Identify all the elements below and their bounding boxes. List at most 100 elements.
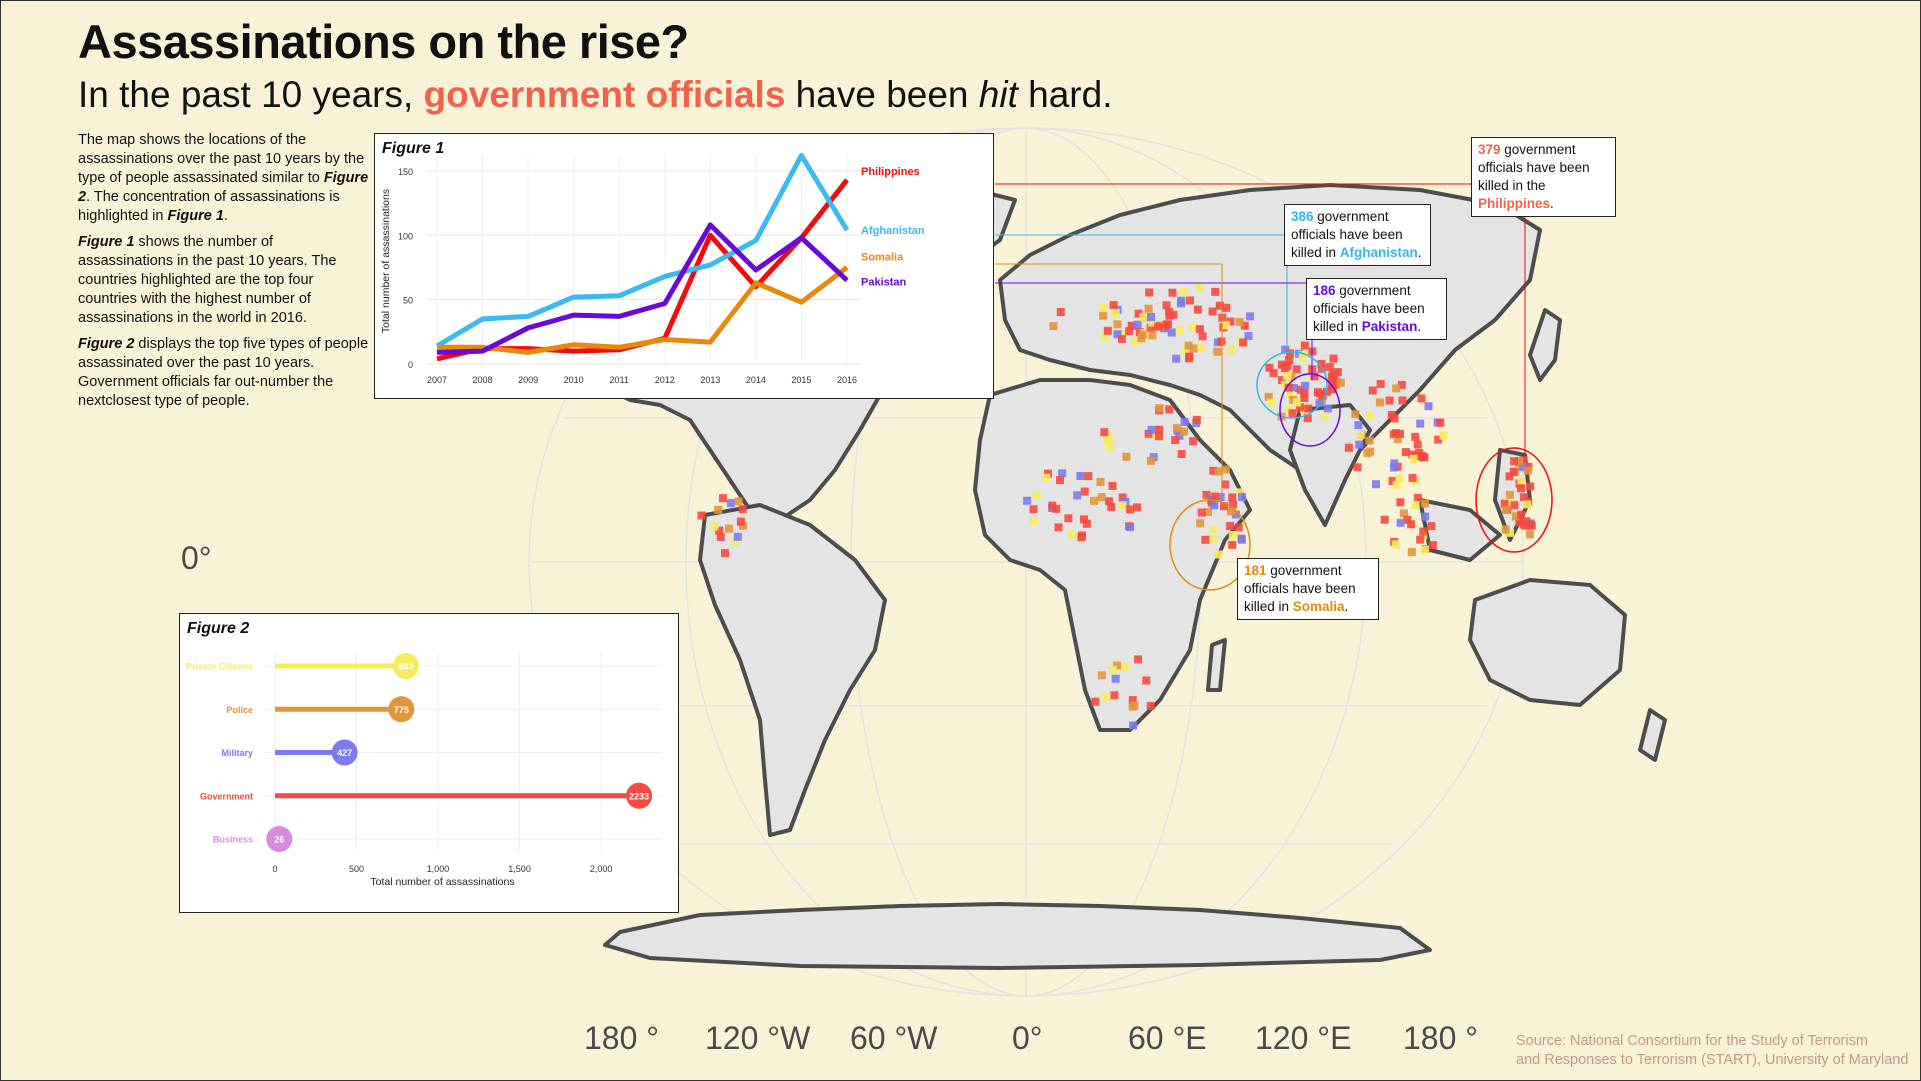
longitude-label-180e: 180 ° xyxy=(1403,1020,1479,1056)
intro-text: The map shows the locations of the assas… xyxy=(78,131,370,418)
fig1-series-line xyxy=(437,265,849,355)
event-marker xyxy=(1286,391,1295,399)
event-marker xyxy=(1172,424,1181,433)
event-marker xyxy=(1103,326,1112,335)
event-marker xyxy=(1129,721,1138,730)
event-marker xyxy=(1231,510,1240,519)
event-marker xyxy=(1413,440,1422,449)
event-marker xyxy=(1126,505,1135,514)
intro-p1b: Figure 2 xyxy=(78,170,369,205)
intro-paragraph-1: The map shows the locations of the assas… xyxy=(78,131,370,226)
event-marker xyxy=(1147,425,1156,434)
event-marker xyxy=(697,511,706,520)
event-marker xyxy=(1434,435,1443,444)
event-marker xyxy=(1165,405,1174,414)
event-marker xyxy=(1298,351,1307,359)
fig1-series-label: Afghanistan xyxy=(861,225,925,237)
event-marker xyxy=(1100,428,1109,437)
event-marker xyxy=(1416,419,1425,428)
callout-pakistan: 186 government officials have been kille… xyxy=(1306,278,1447,340)
event-marker xyxy=(1130,337,1139,346)
callout-afghanistan-end: . xyxy=(1417,245,1422,260)
event-marker xyxy=(1419,453,1428,462)
event-marker xyxy=(1292,365,1301,374)
event-marker xyxy=(1128,696,1137,705)
event-marker xyxy=(1056,308,1065,317)
event-marker xyxy=(1419,527,1428,536)
event-marker xyxy=(1500,499,1509,508)
fig1-ytick-label: 100 xyxy=(398,231,413,241)
event-marker xyxy=(1510,457,1519,466)
event-marker xyxy=(725,524,733,533)
event-marker xyxy=(1184,341,1193,350)
event-marker xyxy=(1162,320,1171,329)
event-marker xyxy=(1197,508,1206,517)
subtitle-part1: In the past 10 years, xyxy=(78,74,424,115)
fig2-value-label: 2233 xyxy=(629,791,649,801)
event-marker xyxy=(1333,368,1342,377)
event-marker xyxy=(1407,520,1416,529)
event-marker xyxy=(1175,431,1184,440)
event-marker xyxy=(1246,312,1255,321)
event-marker xyxy=(1408,450,1417,459)
event-marker xyxy=(1221,480,1230,489)
event-marker xyxy=(1193,305,1202,314)
event-marker xyxy=(1133,320,1142,329)
event-marker xyxy=(1238,493,1247,502)
event-marker xyxy=(1355,440,1364,449)
event-marker xyxy=(1421,512,1430,521)
event-marker xyxy=(1125,327,1134,335)
event-marker xyxy=(1177,296,1186,305)
fig2-xtick-label: 1,000 xyxy=(427,864,450,874)
event-marker xyxy=(1109,301,1118,310)
event-marker xyxy=(1113,320,1122,329)
event-marker xyxy=(1198,332,1207,341)
event-marker xyxy=(1080,487,1089,496)
event-marker xyxy=(1269,369,1278,378)
event-marker xyxy=(1148,318,1157,327)
event-marker xyxy=(1323,404,1332,413)
antarctica xyxy=(603,902,1432,970)
event-marker xyxy=(1117,335,1126,343)
assassination-markers xyxy=(697,282,1536,730)
event-marker xyxy=(1527,521,1536,530)
event-marker xyxy=(1395,474,1404,483)
page-subtitle: In the past 10 years, government officia… xyxy=(78,74,1113,116)
event-marker xyxy=(1201,535,1210,544)
event-marker xyxy=(1226,317,1235,326)
event-marker xyxy=(1181,346,1190,355)
callout-philippines: 379 government officials have been kille… xyxy=(1471,137,1616,217)
callout-pakistan-country: Pakistan xyxy=(1361,319,1418,334)
longitude-label-0: 0° xyxy=(1012,1020,1043,1056)
callout-afghanistan-line3: killed in xyxy=(1291,245,1340,260)
event-marker xyxy=(1103,437,1112,446)
event-marker xyxy=(1509,468,1518,476)
event-marker xyxy=(1107,503,1116,512)
event-marker xyxy=(1210,501,1219,510)
intro-p1c: . The concentration of assassinations is… xyxy=(78,189,340,224)
event-marker xyxy=(1076,472,1085,480)
event-marker xyxy=(719,494,727,503)
event-marker xyxy=(1329,370,1338,379)
event-marker xyxy=(1214,467,1223,476)
callout-pakistan-end: . xyxy=(1417,319,1422,334)
event-marker xyxy=(1228,540,1237,549)
event-marker xyxy=(1111,308,1120,317)
event-marker xyxy=(1227,507,1236,516)
event-marker xyxy=(1505,472,1514,481)
event-marker xyxy=(1515,518,1524,527)
event-marker xyxy=(1351,410,1360,419)
event-marker xyxy=(1208,307,1217,316)
event-marker xyxy=(1214,550,1223,559)
india xyxy=(1288,403,1372,527)
figure-2-panel: Figure 2 0 500 1,000 1,500 2,000 Total number… xyxy=(179,613,679,913)
event-marker xyxy=(1372,480,1380,489)
event-marker xyxy=(1171,436,1180,445)
event-marker xyxy=(1283,362,1292,371)
event-marker xyxy=(1209,466,1218,475)
event-marker xyxy=(1368,386,1377,395)
event-marker xyxy=(1301,381,1310,390)
event-marker xyxy=(1303,414,1312,423)
event-marker xyxy=(1118,501,1127,510)
source-note: Source: National Consortium for the Stud… xyxy=(1516,1032,1908,1070)
